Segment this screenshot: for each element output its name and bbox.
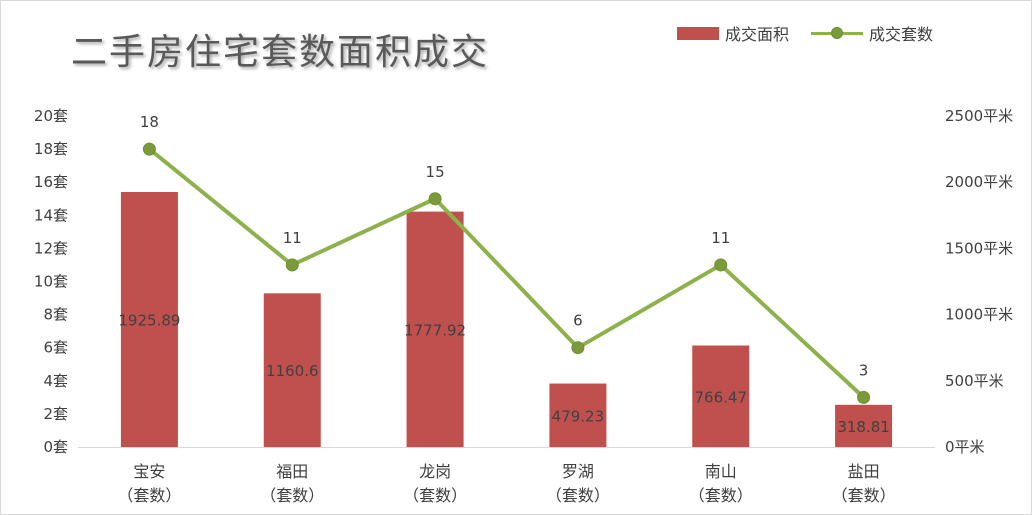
bar [835, 404, 893, 447]
y-left-tick-label: 16套 [34, 173, 68, 191]
y-left-tick-label: 0套 [43, 438, 68, 456]
line-marker [571, 341, 585, 355]
line-data-label: 15 [426, 163, 445, 181]
chart-title: 二手房住宅套数面积成交 [71, 32, 490, 73]
line-marker [857, 390, 871, 404]
x-tick-label: 南山 [705, 462, 737, 481]
y-left-tick-label: 4套 [43, 372, 68, 390]
legend-line-label: 成交套数 [869, 25, 934, 44]
bar [549, 383, 607, 447]
bar-data-label: 479.23 [552, 407, 605, 425]
bar [406, 211, 464, 447]
y-left-tick-label: 20套 [34, 107, 68, 125]
bar [692, 345, 750, 447]
line-marker [142, 142, 156, 156]
line-data-label: 6 [573, 312, 583, 330]
bar-data-label: 1777.92 [404, 321, 466, 339]
y-left-tick-label: 14套 [34, 206, 68, 224]
x-tick-label: （套数） [546, 486, 610, 505]
bar-data-label: 318.81 [837, 418, 890, 436]
legend-bar-label: 成交面积 [725, 25, 790, 44]
legend-item-bar: 成交面积 [677, 21, 789, 45]
x-tick-label: 罗湖 [562, 462, 594, 481]
x-tick-label: 宝安 [133, 462, 165, 481]
y-left-tick-label: 18套 [34, 140, 68, 158]
line-data-label: 3 [859, 361, 869, 379]
line-data-label: 11 [283, 229, 302, 247]
y-right-tick-label: 500平米 [945, 372, 1004, 390]
legend-bar-swatch [677, 26, 719, 40]
bar [263, 293, 321, 447]
chart-legend: 成交面积 成交套数 [677, 21, 933, 45]
x-tick-label: （套数） [689, 486, 753, 505]
y-left-tick-label: 8套 [43, 306, 68, 324]
line-marker [714, 258, 728, 272]
y-right-tick-label: 1000平米 [945, 306, 1013, 324]
x-tick-label: 龙岗 [419, 462, 451, 481]
y-right-tick-label: 0平米 [945, 438, 985, 456]
line-marker [428, 192, 442, 206]
x-tick-label: （套数） [832, 486, 896, 505]
y-right-tick-label: 2500平米 [945, 107, 1013, 125]
line-marker [285, 258, 299, 272]
bar-data-label: 766.47 [695, 388, 748, 406]
x-tick-label: 盐田 [848, 462, 880, 481]
y-right-tick-label: 1500平米 [945, 239, 1013, 257]
line-data-label: 11 [711, 229, 730, 247]
bar-data-label: 1925.89 [118, 312, 180, 330]
bar-data-label: 1160.6 [266, 362, 319, 380]
bar [120, 192, 178, 447]
x-tick-label: （套数） [117, 486, 181, 505]
x-tick-label: （套数） [260, 486, 324, 505]
legend-item-line: 成交套数 [811, 21, 933, 45]
y-left-tick-label: 6套 [43, 339, 68, 357]
x-tick-label: （套数） [403, 486, 467, 505]
x-tick-label: 福田 [276, 462, 308, 481]
line-data-label: 18 [140, 113, 159, 131]
y-right-tick-label: 2000平米 [945, 173, 1013, 191]
y-left-tick-label: 2套 [43, 405, 68, 423]
y-left-tick-label: 12套 [34, 239, 68, 257]
series-line [148, 147, 865, 399]
legend-line-swatch [811, 26, 864, 40]
y-left-tick-label: 10套 [34, 273, 68, 291]
